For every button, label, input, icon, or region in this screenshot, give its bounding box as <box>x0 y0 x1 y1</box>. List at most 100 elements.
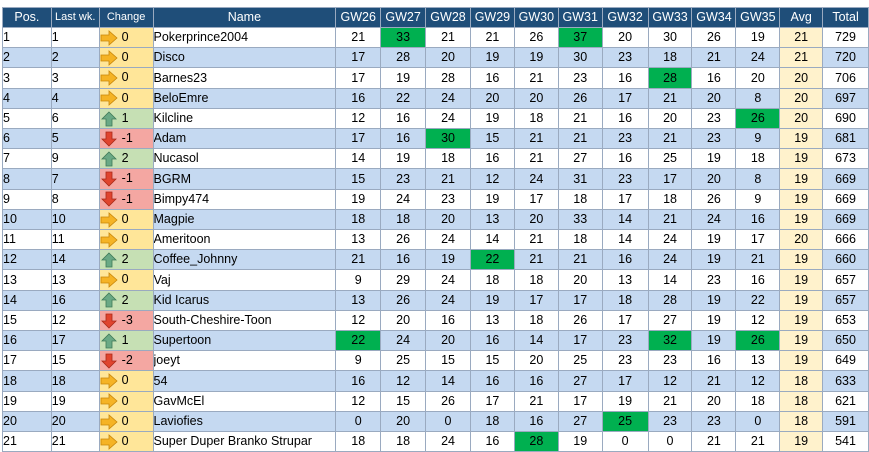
gw-score-cell: 16 <box>469 330 515 352</box>
position-cell: 8 <box>2 168 52 190</box>
col-header-gw32[interactable]: GW32 <box>601 7 649 28</box>
gw-score-cell: 16 <box>469 370 515 392</box>
col-header-total[interactable]: Total <box>822 7 869 28</box>
table-row[interactable]: 3 3 0 Barnes23 17 19 28 16 21 23 16 28 16 20 20 706 <box>2 67 869 89</box>
gw-score-cell: 13 <box>735 350 781 372</box>
arrow-up-icon <box>100 333 118 349</box>
gw-score-cell: 0 <box>335 410 382 433</box>
gw-score-cell: 18 <box>425 148 471 170</box>
table-row[interactable]: 8 7 -1 BGRM 15 23 21 12 24 31 23 17 20 8 19 669 <box>2 168 869 190</box>
gw-score-cell: 18 <box>735 390 781 412</box>
table-row[interactable]: 10 10 0 Magpie 18 18 20 13 20 33 14 21 24 16 19 669 <box>2 208 869 231</box>
average-cell: 19 <box>779 289 824 311</box>
gw-score-cell: 19 <box>380 67 427 89</box>
gw-score-cell: 21 <box>735 249 781 271</box>
table-row[interactable]: 2 2 0 Disco 17 28 20 19 19 30 23 18 21 24 21 720 <box>2 47 869 69</box>
col-header-avg[interactable]: Avg <box>779 7 824 28</box>
table-row[interactable]: 1 1 0 Pokerprince2004 21 33 21 21 26 37 20 30 26 19 21… <box>2 26 869 49</box>
table-row[interactable]: 12 14 2 Coffee_Johnny 21 16 19 22 21 21 16 24 19 21 19… <box>2 249 869 271</box>
table-row[interactable]: 16 17 1 Supertoon 22 24 20 16 14 17 23 32 19 26 19 650 <box>2 330 869 352</box>
col-header-change[interactable]: Change <box>98 7 154 28</box>
change-value: 1 <box>121 111 129 126</box>
gw-score-cell: 19 <box>425 249 471 271</box>
gw-score-cell: 21 <box>557 128 603 150</box>
gw-score-cell: 19 <box>335 188 382 210</box>
position-cell: 18 <box>2 370 52 392</box>
gw-score-cell: 24 <box>425 107 471 130</box>
col-header-pos[interactable]: Pos. <box>2 7 52 28</box>
table-row[interactable]: 5 6 1 Kilcline 12 16 24 19 18 21 16 20 23 26 20 690 <box>2 107 869 130</box>
table-row[interactable]: 18 18 0 54 16 12 14 16 16 27 17 12 21 12 18 633 <box>2 370 869 392</box>
total-cell: 621 <box>822 390 869 412</box>
total-cell: 591 <box>822 410 869 433</box>
last-week-cell: 11 <box>50 229 100 251</box>
last-week-cell: 13 <box>50 269 100 291</box>
last-week-cell: 15 <box>50 350 100 372</box>
table-row[interactable]: 11 11 0 Ameritoon 13 26 24 14 21 18 14 24 19 17 20 666 <box>2 229 869 251</box>
col-header-gw28[interactable]: GW28 <box>425 7 471 28</box>
table-row[interactable]: 19 19 0 GavMcEl 12 15 26 17 21 17 19 21 20 18 18 621 <box>2 390 869 412</box>
col-header-name[interactable]: Name <box>152 7 337 28</box>
gw-score-cell: 12 <box>335 107 382 130</box>
average-cell: 20 <box>779 67 824 89</box>
col-header-gw34[interactable]: GW34 <box>691 7 737 28</box>
gw-score-cell: 25 <box>380 350 427 372</box>
gw-score-cell: 25 <box>601 410 649 433</box>
average-cell: 18 <box>779 410 824 433</box>
col-header-gw30[interactable]: GW30 <box>513 7 559 28</box>
total-cell: 690 <box>822 107 869 130</box>
gw-score-cell: 18 <box>735 148 781 170</box>
gw-score-cell: 9 <box>735 128 781 150</box>
manager-name-cell: GavMcEl <box>152 390 337 412</box>
col-header-gw33[interactable]: GW33 <box>647 7 693 28</box>
gw-score-cell: 18 <box>469 269 515 291</box>
table-row[interactable]: 4 4 0 BeloEmre 16 22 24 20 20 26 17 21 20 8 20 697 <box>2 87 869 109</box>
table-row[interactable]: 15 12 -3 South-Cheshire-Toon 12 20 16 13 18 26 17 2… <box>2 309 869 332</box>
gw-score-cell: 21 <box>513 249 559 271</box>
col-header-gw27[interactable]: GW27 <box>380 7 427 28</box>
gw-score-cell: 19 <box>380 148 427 170</box>
gw-score-cell: 19 <box>557 431 603 452</box>
gw-score-cell: 16 <box>513 410 559 433</box>
table-row[interactable]: 6 5 -1 Adam 17 16 30 15 21 21 23 21 23 9 19 681 <box>2 128 869 150</box>
last-week-cell: 9 <box>50 148 100 170</box>
average-cell: 19 <box>779 168 824 190</box>
gw-score-cell: 16 <box>601 67 649 89</box>
table-row[interactable]: 20 20 0 Laviofies 0 20 0 18 16 27 25 23 23 0 18 591 <box>2 410 869 433</box>
col-header-last-week[interactable]: Last wk. <box>50 7 100 28</box>
average-cell: 19 <box>779 128 824 150</box>
arrow-right-icon <box>100 433 118 450</box>
last-week-cell: 12 <box>50 309 100 332</box>
col-header-gw31[interactable]: GW31 <box>557 7 603 28</box>
total-cell: 649 <box>822 350 869 372</box>
gw-score-cell: 16 <box>691 350 737 372</box>
gw-score-cell: 17 <box>513 289 559 311</box>
manager-name-cell: Magpie <box>152 208 337 231</box>
gw-score-cell: 20 <box>647 107 693 130</box>
col-header-gw29[interactable]: GW29 <box>469 7 515 28</box>
average-cell: 19 <box>779 330 824 352</box>
table-row[interactable]: 7 9 2 Nucasol 14 19 18 16 21 27 16 25 19 18 19 673 <box>2 148 869 170</box>
table-row[interactable]: 14 16 2 Kid Icarus 13 26 24 19 17 17 18 28 19 22 19 657 <box>2 289 869 311</box>
change-cell: 2 <box>98 289 154 311</box>
change-cell: 1 <box>98 107 154 130</box>
manager-name-cell: Ameritoon <box>152 229 337 251</box>
table-row[interactable]: 17 15 -2 joeyt 9 25 15 15 20 25 23 23 16 13 19 649 <box>2 350 869 372</box>
gw-score-cell: 21 <box>647 390 693 412</box>
gw-score-cell: 28 <box>380 47 427 69</box>
col-header-gw35[interactable]: GW35 <box>735 7 781 28</box>
table-row[interactable]: 21 21 0 Super Duper Branko Strupar 18 18 24 16 2… <box>2 431 869 452</box>
gw-score-cell: 17 <box>601 87 649 109</box>
table-row[interactable]: 13 13 0 Vaj 9 29 24 18 18 20 13 14 23 16 19 657 <box>2 269 869 291</box>
gw-score-cell: 24 <box>647 229 693 251</box>
change-value: 0 <box>121 414 129 429</box>
average-cell: 19 <box>779 309 824 332</box>
position-cell: 4 <box>2 87 52 109</box>
gw-score-cell: 23 <box>691 107 737 130</box>
change-cell: -3 <box>98 309 154 332</box>
gw-score-cell: 25 <box>647 148 693 170</box>
average-cell: 21 <box>779 26 824 49</box>
gw-score-cell: 19 <box>691 330 737 352</box>
table-row[interactable]: 9 8 -1 Bimpy474 19 24 23 19 17 18 17 18 26 9 19 669 <box>2 188 869 210</box>
col-header-gw26[interactable]: GW26 <box>335 7 382 28</box>
